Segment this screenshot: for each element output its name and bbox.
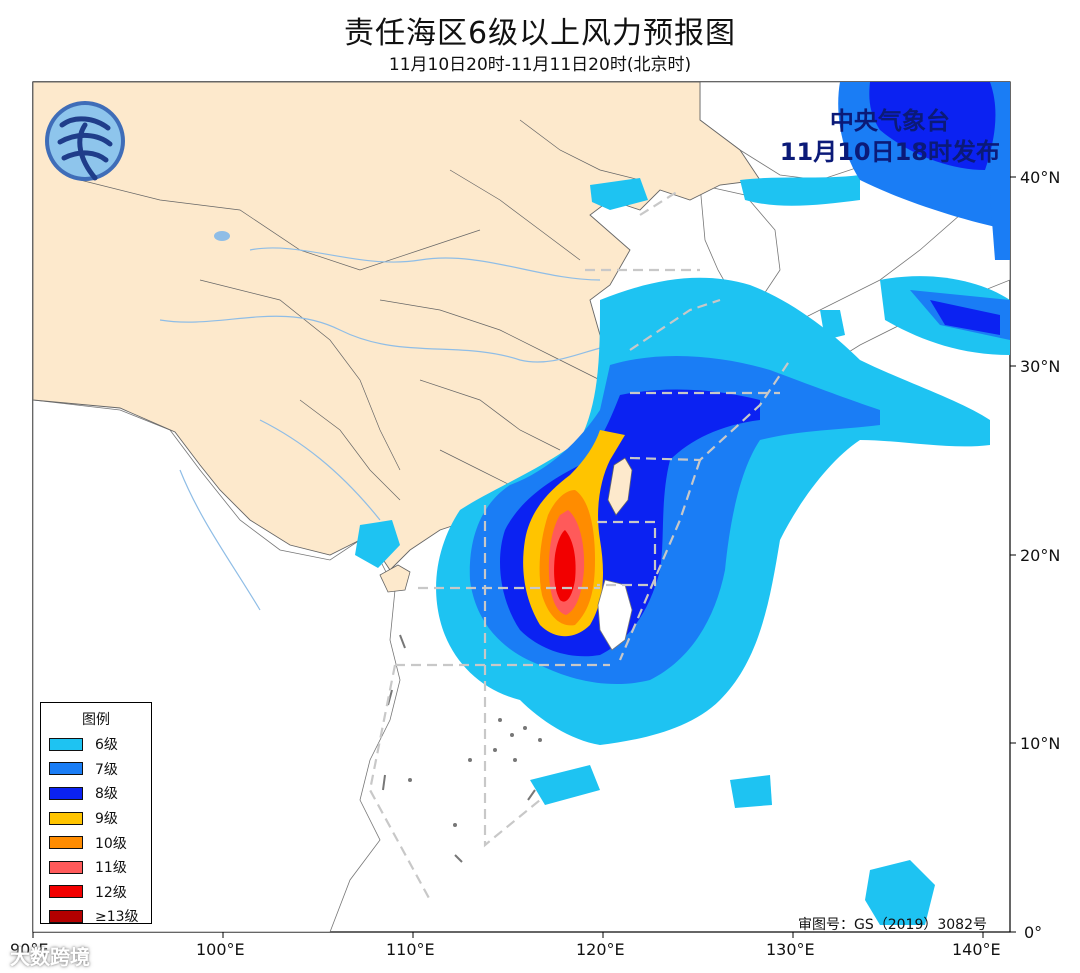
- land-taiwan-top: [607, 457, 633, 516]
- legend-title: 图例: [82, 712, 110, 728]
- legend-item: 6级: [49, 732, 143, 757]
- legend-swatch: [49, 762, 83, 776]
- land-hainan: [379, 564, 411, 593]
- y-tick-0: 0°: [1024, 923, 1043, 942]
- legend-swatch: [49, 909, 83, 923]
- issuer-name: 中央气象台: [829, 107, 950, 135]
- nansha-islands: [408, 718, 542, 827]
- land-luzon: [597, 579, 633, 651]
- y-tick-10: 10°N: [1020, 734, 1061, 753]
- legend-swatch: [49, 860, 83, 874]
- review-number: 审图号：GS（2019）3082号: [798, 917, 987, 933]
- legend-label: ≥13级: [95, 909, 139, 926]
- x-tick-130: 130°E: [766, 940, 815, 959]
- legend-swatch: [49, 811, 83, 825]
- legend-label: 10级: [95, 835, 127, 852]
- wind-area-level-12: [554, 530, 576, 602]
- x-tick-100: 100°E: [196, 940, 245, 959]
- legend-label: 8级: [95, 786, 118, 803]
- legend-label: 6级: [95, 737, 118, 754]
- legend-label: 12级: [95, 884, 127, 901]
- sea-zone-lines: [368, 189, 791, 901]
- legend-swatch: [49, 836, 83, 850]
- rivers: [159, 247, 631, 611]
- legend-swatch: [49, 885, 83, 899]
- legend-item: 7级: [49, 757, 143, 782]
- lake: [214, 231, 230, 241]
- issue-time: 11月10日18时发布: [779, 138, 1000, 166]
- y-tick-40: 40°N: [1020, 168, 1061, 187]
- y-tick-30: 30°N: [1020, 357, 1061, 376]
- legend-label: 9级: [95, 811, 118, 828]
- legend-label: 11级: [95, 860, 127, 877]
- legend-item: ≥13级: [49, 904, 143, 929]
- legend-item: 9级: [49, 806, 143, 831]
- cma-logo-icon: [45, 101, 125, 181]
- legend-item: 8级: [49, 781, 143, 806]
- legend-item: 12级: [49, 880, 143, 905]
- axis-ticks: [32, 176, 1016, 938]
- y-tick-20: 20°N: [1020, 546, 1061, 565]
- watermark: 大数跨境: [10, 945, 90, 969]
- x-tick-120: 120°E: [576, 940, 625, 959]
- legend-item: 10级: [49, 830, 143, 855]
- x-tick-140: 140°E: [952, 940, 1001, 959]
- map-title: 责任海区6级以上风力预报图: [343, 16, 737, 51]
- issuer-label: 中央气象台 11月10日18时发布: [780, 106, 1000, 168]
- x-tick-90: 90°E: [10, 940, 49, 959]
- legend-label: 7级: [95, 761, 118, 778]
- map-subtitle: 11月10日20时-11月11日20时(北京时): [388, 55, 692, 75]
- legend: 图例 6级 7级 8级 9级 10级 11级 12级 ≥13级: [40, 702, 152, 925]
- legend-item: 11级: [49, 855, 143, 880]
- nine-dash-line: [382, 634, 536, 863]
- x-tick-110: 110°E: [386, 940, 435, 959]
- legend-swatch: [49, 786, 83, 800]
- legend-swatch: [49, 737, 83, 751]
